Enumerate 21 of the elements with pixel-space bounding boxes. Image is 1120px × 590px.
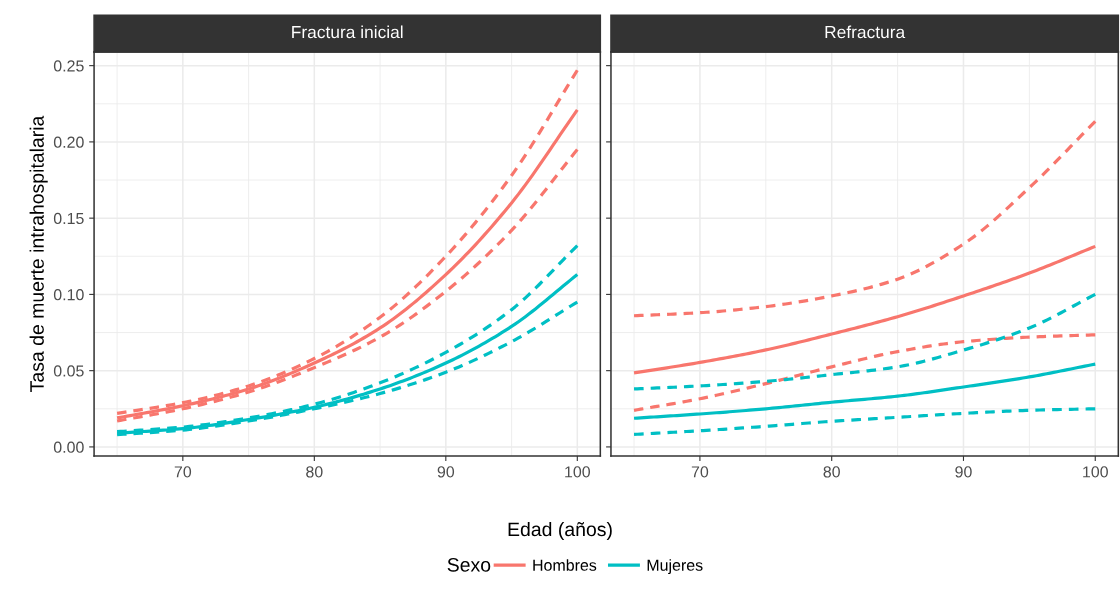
x-tick-label: 90 (437, 466, 455, 478)
legend-label: Hombres (533, 559, 597, 571)
chart-title: Refractura (825, 25, 906, 39)
x-tick-label: 80 (306, 466, 323, 478)
y-tick-label: 0.10 (53, 289, 84, 301)
y-tick-label: 0.25 (53, 60, 84, 72)
x-axis-title: Edad (años) (508, 521, 612, 541)
x-tick-label: 100 (1083, 466, 1108, 478)
y-tick-label: 0.05 (53, 365, 84, 377)
x-tick-label: 70 (174, 466, 192, 478)
legend-title: Sexo (447, 557, 491, 572)
y-tick-label: 0.15 (53, 212, 84, 225)
x-tick-label: 80 (823, 466, 840, 478)
y-axis-title: Tasa de muerte intrahospitalaria (29, 115, 48, 392)
x-tick-label: 100 (565, 466, 591, 478)
y-tick-label: 0.00 (53, 441, 84, 453)
x-tick-label: 90 (955, 466, 972, 478)
x-tick-label: 70 (691, 466, 709, 478)
legend-label: Mujeres (647, 559, 703, 575)
y-tick-label: 0.20 (53, 136, 84, 148)
chart-title: Fractura inicial (292, 25, 403, 39)
